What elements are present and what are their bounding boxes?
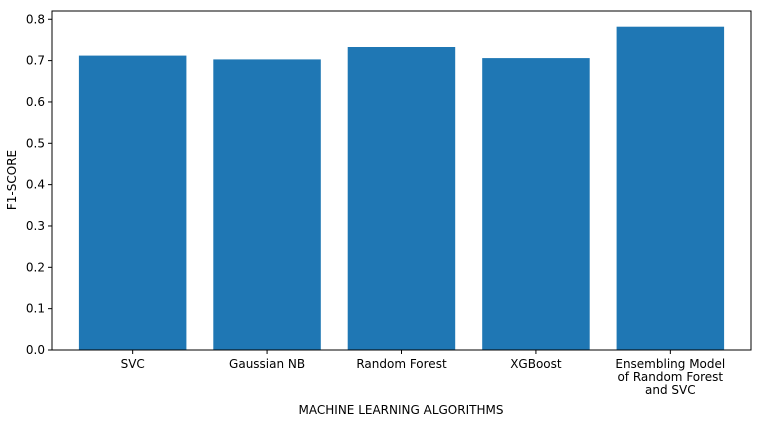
y-axis-ticks: 0.0 0.1 0.2 0.3 0.4 0.5 0.6 0.7 0.8 — [26, 12, 52, 357]
x-axis-label: MACHINE LEARNING ALGORITHMS — [299, 403, 504, 417]
x-tick-label: SVC — [121, 357, 145, 371]
x-tick-label: XGBoost — [510, 357, 562, 371]
y-axis-label: F1-SCORE — [5, 150, 19, 210]
bar — [616, 26, 725, 350]
bar — [213, 59, 321, 351]
bars-group — [78, 26, 725, 351]
plot-frame — [51, 10, 752, 351]
bar — [78, 55, 187, 350]
x-axis-ticks: SVC Gaussian NB Random Forest XGBoost Ensemb… — [121, 350, 725, 397]
x-tick-label: Random Forest — [356, 357, 447, 371]
bar — [482, 58, 590, 350]
x-tick-label: Gaussian NB — [229, 357, 305, 371]
y-tick-label: 0.5 — [26, 136, 45, 150]
y-tick-label: 0.8 — [26, 12, 45, 26]
y-tick-label: 0.4 — [26, 178, 45, 192]
x-tick-label: Ensembling Model of Random Forest and SVC — [615, 357, 725, 397]
y-tick-label: 0.3 — [26, 219, 45, 233]
y-tick-label: 0.7 — [26, 54, 45, 68]
bar — [347, 47, 456, 350]
y-tick-label: 0.1 — [26, 302, 45, 316]
y-tick-label: 0.6 — [26, 95, 45, 109]
y-tick-label: 0.0 — [26, 343, 45, 357]
y-tick-label: 0.2 — [26, 260, 45, 274]
